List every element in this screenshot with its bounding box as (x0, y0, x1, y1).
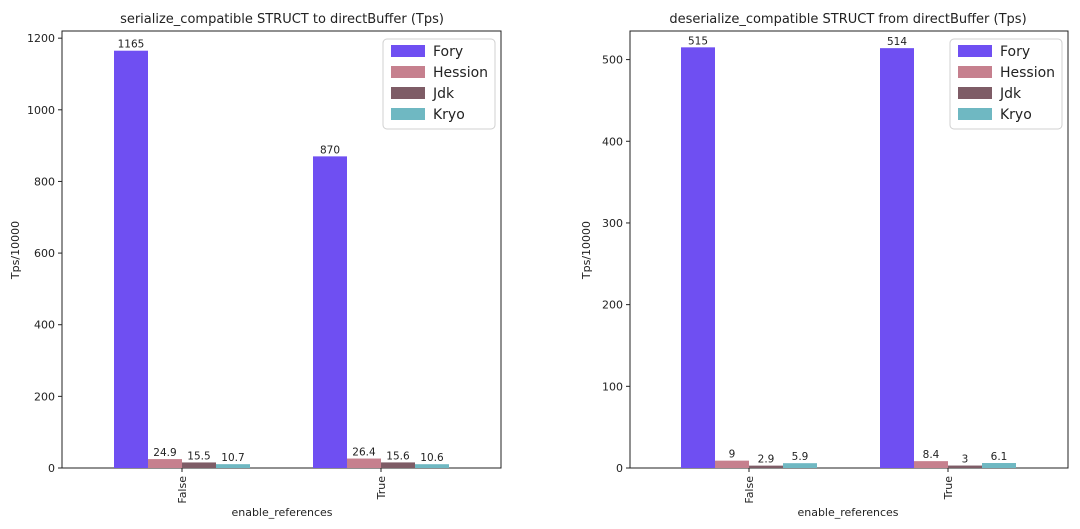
data-label: 10.6 (420, 452, 444, 464)
legend-swatch (958, 87, 992, 99)
legend-label: Jdk (999, 86, 1022, 102)
bar-jdk-true (948, 465, 982, 468)
y-axis-label: Tps/10000 (580, 221, 593, 280)
y-tick-label: 0 (48, 462, 55, 475)
data-label: 24.9 (153, 447, 176, 459)
y-tick-label: 300 (602, 217, 623, 230)
data-label: 9 (729, 449, 736, 461)
y-tick-label: 400 (602, 135, 623, 148)
y-tick-label: 200 (602, 299, 623, 312)
legend-label: Hession (1000, 65, 1055, 81)
legend-swatch (958, 45, 992, 57)
bar-kryo-true (415, 464, 449, 468)
y-axis-ticks: 0 100 200 300 400 500 (602, 54, 630, 475)
bar-hession-true (347, 458, 381, 468)
data-label: 15.6 (386, 450, 410, 462)
y-tick-label: 1200 (27, 32, 55, 45)
data-label: 5.9 (792, 451, 809, 463)
bar-fory-false (114, 50, 148, 469)
x-tick-label: True (375, 476, 388, 501)
data-label: 10.7 (221, 452, 244, 464)
legend-swatch (391, 87, 425, 99)
bar-fory-true (880, 48, 914, 469)
x-axis-label: enable_references (231, 506, 332, 519)
legend-label: Kryo (1000, 107, 1032, 123)
y-tick-label: 1000 (27, 104, 55, 117)
bar-kryo-true (982, 463, 1016, 468)
bar-kryo-false (783, 463, 817, 468)
x-tick-label: True (942, 476, 955, 501)
x-tick-label: False (176, 476, 189, 504)
data-label: 515 (688, 35, 708, 47)
bar-hession-false (715, 460, 749, 468)
y-axis-ticks: 0 200 400 600 800 1000 1200 (27, 32, 62, 475)
chart-title: serialize_compatible STRUCT to directBuf… (120, 12, 444, 27)
y-tick-label: 600 (34, 247, 55, 260)
legend-label: Jdk (432, 86, 455, 102)
x-axis-ticks: False True (743, 468, 955, 504)
data-label: 8.4 (923, 449, 940, 461)
legend-swatch (391, 45, 425, 57)
data-label: 870 (320, 144, 340, 156)
legend-label: Kryo (433, 107, 465, 123)
legend-swatch (958, 66, 992, 78)
chart-deserialize: deserialize_compatible STRUCT from direc… (580, 12, 1069, 519)
bar-hession-false (148, 459, 182, 468)
legend-frame (382, 38, 496, 130)
legend-frame (949, 38, 1063, 130)
legend-label: Hession (433, 65, 488, 81)
legend-label: Fory (1000, 44, 1030, 60)
legend: Fory Hession Jdk Kryo (382, 38, 496, 130)
plot-frame (61, 30, 502, 469)
legend-label: Fory (433, 44, 463, 60)
data-label: 514 (887, 36, 907, 48)
data-label: 1165 (118, 39, 145, 51)
legend-swatch (391, 66, 425, 78)
bar-jdk-true (381, 462, 415, 468)
x-axis-label: enable_references (797, 506, 898, 519)
legend-swatch (958, 108, 992, 120)
y-tick-label: 400 (34, 319, 55, 332)
chart-title: deserialize_compatible STRUCT from direc… (669, 12, 1026, 27)
y-tick-label: 800 (34, 175, 55, 188)
plot-frame (629, 30, 1069, 469)
legend: Fory Hession Jdk Kryo (949, 38, 1063, 130)
bars: 515 9 2.9 5.9 514 8.4 3 6.1 (681, 35, 1016, 469)
data-label: 3 (962, 454, 969, 466)
bars: 1165 24.9 15.5 10.7 870 26.4 15.6 10.6 (114, 39, 449, 469)
data-label: 26.4 (352, 447, 376, 459)
bar-fory-false (681, 47, 715, 468)
x-tick-label: False (743, 476, 756, 504)
y-tick-label: 500 (602, 54, 623, 67)
y-tick-label: 0 (616, 462, 623, 475)
y-tick-label: 100 (602, 380, 623, 393)
x-axis-ticks: False True (176, 468, 388, 504)
bar-jdk-false (182, 462, 216, 468)
data-label: 15.5 (187, 450, 210, 462)
data-label: 2.9 (758, 454, 775, 466)
data-label: 6.1 (991, 451, 1008, 463)
bar-hession-true (914, 461, 948, 468)
bar-jdk-false (749, 465, 783, 468)
legend-swatch (391, 108, 425, 120)
y-tick-label: 200 (34, 390, 55, 403)
y-axis-label: Tps/10000 (9, 221, 22, 280)
bar-fory-true (313, 156, 347, 469)
chart-serialize: serialize_compatible STRUCT to directBuf… (9, 12, 502, 519)
bar-kryo-false (216, 464, 250, 468)
